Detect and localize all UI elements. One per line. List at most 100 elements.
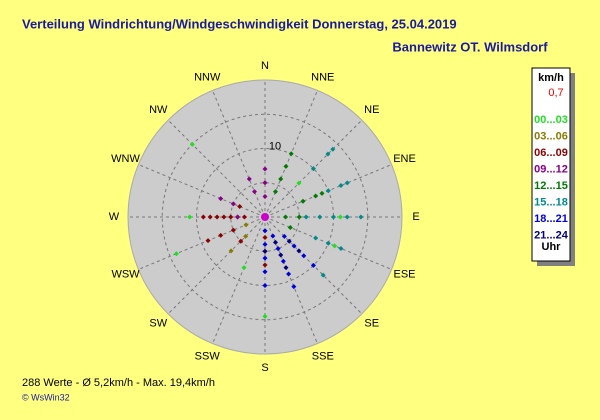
direction-label: WNW — [111, 153, 140, 165]
data-point — [262, 228, 268, 234]
data-point — [262, 313, 268, 319]
data-point — [320, 272, 326, 278]
data-point — [296, 248, 302, 254]
data-point — [286, 271, 292, 277]
direction-label: NW — [149, 104, 168, 116]
data-point — [262, 255, 268, 261]
direction-line — [212, 90, 266, 218]
data-point — [243, 222, 249, 228]
data-point — [303, 214, 309, 220]
credit: © WsWin32 — [22, 392, 70, 402]
data-point — [319, 190, 325, 196]
data-point — [200, 214, 206, 220]
data-point — [262, 166, 268, 172]
center — [261, 213, 269, 221]
data-point — [228, 248, 234, 254]
data-point — [287, 224, 293, 230]
data-point — [262, 235, 268, 241]
legend-entry: 18...21 — [534, 213, 568, 225]
data-point — [246, 176, 252, 182]
data-point — [262, 241, 268, 247]
legend-entry: 03...06 — [534, 130, 568, 142]
data-point — [228, 214, 234, 220]
data-point — [280, 258, 286, 264]
data-point — [230, 201, 236, 207]
data-point — [283, 214, 289, 220]
data-point — [243, 233, 249, 239]
data-point — [262, 283, 268, 288]
legend-entry: 15...18 — [534, 196, 568, 208]
data-point — [344, 214, 350, 220]
data-point — [283, 163, 289, 169]
direction-label: S — [261, 362, 268, 374]
legend-entry: 12...15 — [534, 180, 568, 192]
data-point — [262, 248, 268, 254]
data-point — [310, 166, 316, 172]
data-point — [358, 214, 364, 220]
data-point — [317, 214, 323, 220]
direction-label: ENE — [393, 153, 416, 165]
data-point — [332, 243, 338, 249]
legend-entry: 00...03 — [534, 114, 568, 126]
chart-title: Verteilung Windrichtung/Windgeschwindigk… — [22, 16, 457, 31]
data-point — [338, 183, 344, 189]
data-point — [313, 193, 319, 199]
data-point — [218, 232, 224, 238]
data-point — [278, 252, 284, 258]
direction-line — [167, 119, 266, 218]
legend-entry: 21...24 — [534, 229, 569, 241]
data-point — [241, 214, 247, 220]
data-point — [241, 265, 247, 271]
data-point — [221, 214, 227, 220]
direction-label: WSW — [111, 269, 140, 281]
data-point — [331, 214, 336, 220]
direction-label: NE — [364, 104, 379, 116]
direction-label: NNW — [194, 71, 221, 83]
data-point — [252, 189, 258, 195]
direction-line — [264, 216, 318, 344]
data-point — [187, 214, 193, 220]
data-point — [272, 189, 278, 195]
footer: 288 Werte - Ø 5,2km/h - Max. 19,4km/h — [22, 377, 215, 389]
data-point — [325, 240, 331, 246]
direction-line — [167, 216, 266, 315]
data-point — [283, 265, 289, 271]
data-point — [262, 180, 268, 186]
data-point — [291, 243, 297, 249]
direction-label: E — [412, 211, 419, 223]
r-tick-label: 10 — [269, 140, 281, 152]
data-point — [296, 214, 302, 220]
data-point — [262, 193, 268, 199]
data-point — [288, 151, 294, 157]
data-point — [310, 262, 316, 268]
direction-label: SSW — [195, 350, 221, 362]
legend-entry: 06...09 — [534, 147, 568, 159]
data-point — [262, 269, 268, 275]
data-point — [313, 235, 319, 241]
data-point — [275, 246, 281, 252]
direction-line — [138, 216, 266, 270]
legend-title: km/h — [538, 72, 564, 84]
data-point — [207, 214, 213, 220]
data-point — [238, 238, 244, 244]
data-point — [235, 214, 241, 220]
data-point — [237, 204, 243, 210]
data-point — [330, 146, 336, 152]
data-point — [338, 245, 344, 251]
data-point — [337, 214, 343, 220]
direction-label: NNE — [311, 71, 334, 83]
data-point — [173, 251, 179, 257]
direction-label: N — [261, 60, 269, 72]
data-point — [205, 238, 211, 244]
data-point — [300, 198, 306, 204]
direction-label: SW — [149, 318, 167, 330]
data-point — [218, 196, 224, 202]
data-point — [286, 238, 292, 244]
direction-label: W — [109, 211, 120, 223]
chart-subtitle: Bannewitz OT. Wilmsdorf — [392, 39, 548, 54]
data-point — [281, 233, 287, 239]
direction-line — [138, 164, 266, 218]
data-point — [272, 239, 278, 245]
data-point — [296, 180, 302, 186]
